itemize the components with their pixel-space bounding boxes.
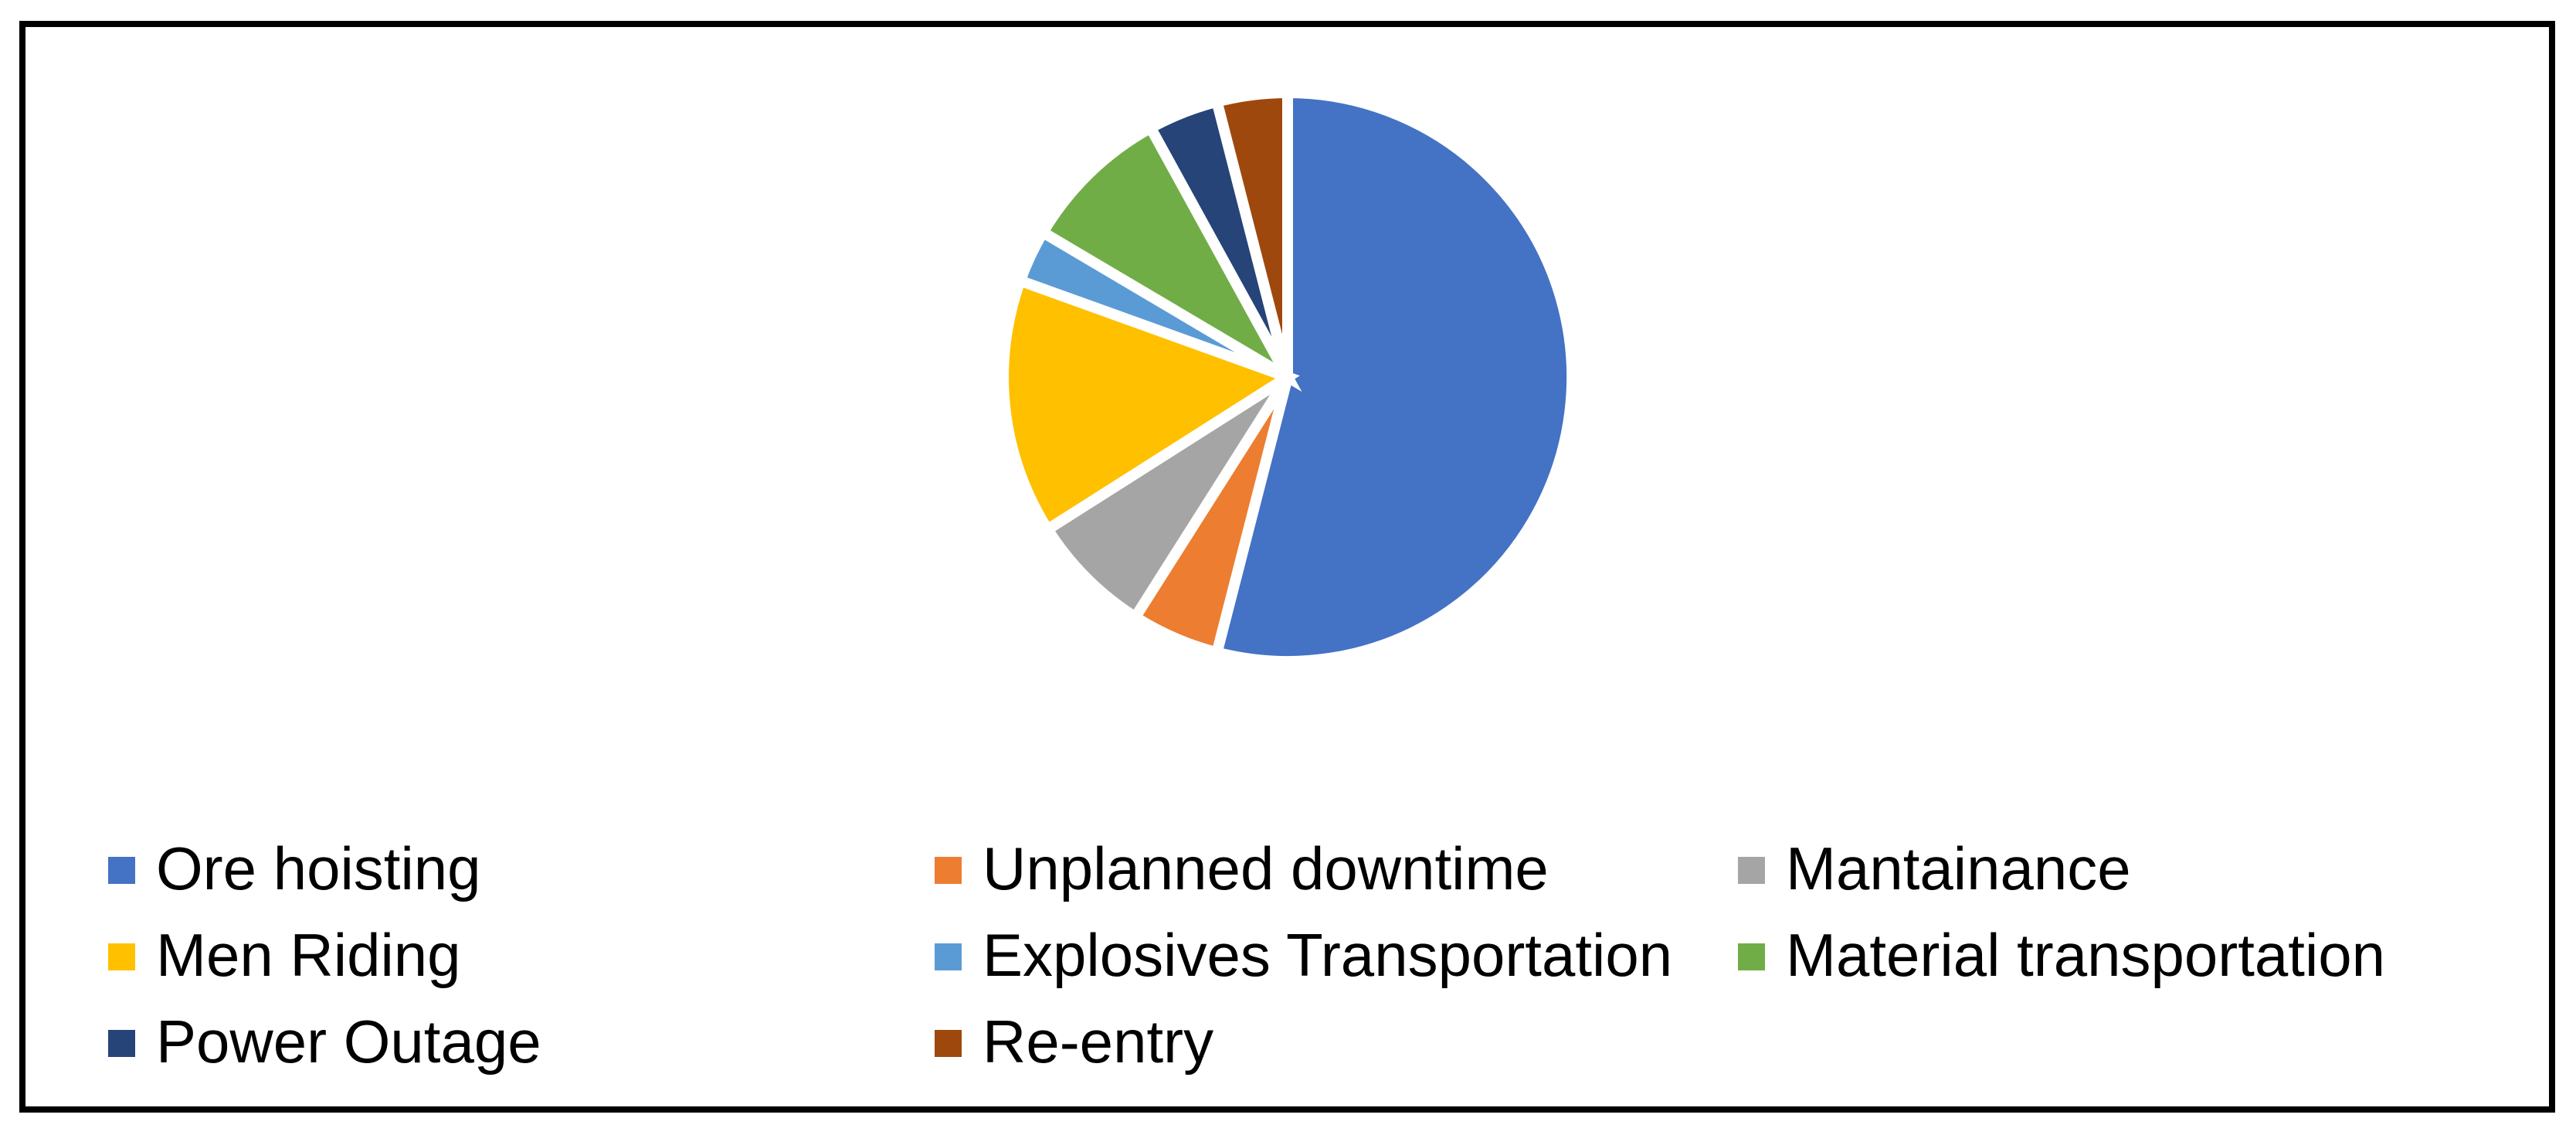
pie-slice-mantainance — [1040, 372, 1292, 625]
pie-slice-ore-hoisting — [1210, 87, 1578, 667]
legend-swatch-ore-hoisting — [108, 856, 135, 884]
legend-label: Unplanned downtime — [983, 834, 1549, 902]
legend-swatch-explosives-transportation — [935, 943, 962, 970]
pie-slice-men-riding — [998, 274, 1300, 537]
legend-label: Explosives Transportation — [983, 921, 1673, 989]
legend-item-re-entry: Re-entry — [935, 1011, 1738, 1072]
legend-item-unplanned-downtime: Unplanned downtime — [935, 838, 1738, 899]
chart-legend: Ore hoisting Unplanned downtime Mantainanc… — [108, 825, 2487, 1085]
legend-swatch-men-riding — [108, 943, 135, 970]
pie-slice-material-transportation — [1035, 120, 1302, 392]
legend-item-ore-hoisting: Ore hoisting — [108, 838, 935, 899]
legend-swatch-unplanned-downtime — [935, 856, 962, 884]
legend-swatch-mantainance — [1738, 856, 1765, 884]
legend-item-power-outage: Power Outage — [108, 1011, 935, 1072]
pie-slice-re-entry — [1210, 87, 1293, 379]
legend-label: Ore hoisting — [156, 834, 481, 902]
legend-label: Power Outage — [156, 1008, 541, 1076]
legend-label: Re-entry — [983, 1008, 1214, 1076]
legend-swatch-re-entry — [935, 1029, 962, 1057]
legend-item-material-transportation: Material transportation — [1738, 925, 2487, 985]
legend-label: Mantainance — [1786, 834, 2131, 902]
legend-item-men-riding: Men Riding — [108, 925, 935, 985]
pie-slices-group — [998, 87, 1578, 667]
legend-label: Material transportation — [1786, 921, 2386, 989]
legend-swatch-power-outage — [108, 1029, 135, 1057]
legend-swatch-material-transportation — [1738, 943, 1765, 970]
legend-item-mantainance: Mantainance — [1738, 838, 2487, 899]
legend-item-explosives-transportation: Explosives Transportation — [935, 925, 1738, 985]
legend-label: Men Riding — [156, 921, 461, 989]
